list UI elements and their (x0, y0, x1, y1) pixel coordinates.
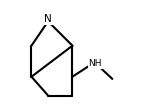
Text: NH: NH (88, 59, 102, 68)
Text: N: N (44, 14, 52, 24)
